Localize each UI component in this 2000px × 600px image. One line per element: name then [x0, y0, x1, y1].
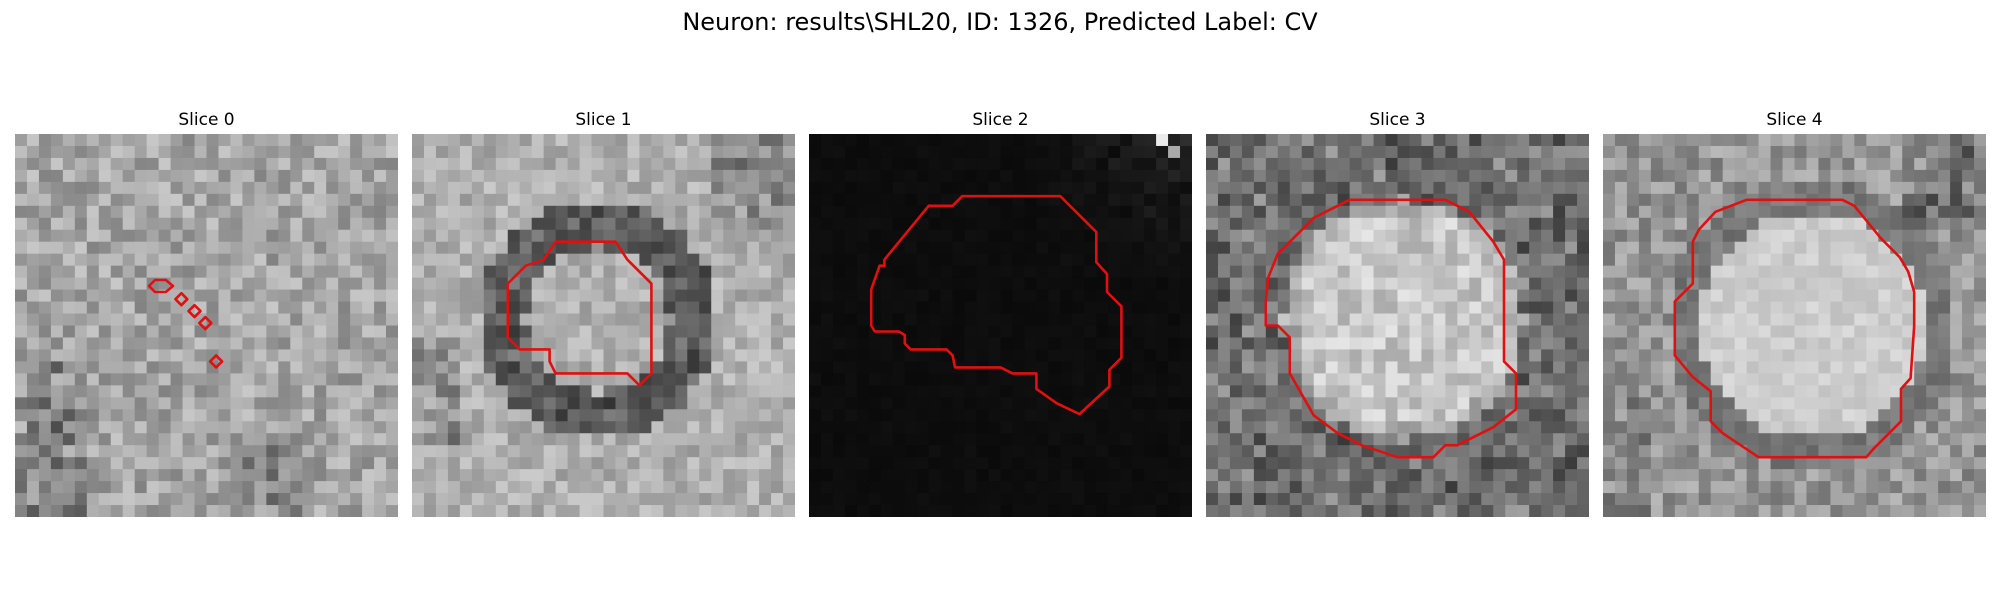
segmentation-contour: [1673, 198, 1916, 459]
slice-panel-4: Slice 4: [1603, 110, 1986, 517]
slice-title: Slice 1: [575, 110, 632, 130]
slice-image: [412, 134, 795, 517]
slice-2-image: [809, 134, 1192, 517]
slice-image: [15, 134, 398, 517]
slice-title: Slice 0: [178, 110, 235, 130]
segmentation-contour: [198, 315, 213, 331]
slice-image: [809, 134, 1192, 517]
slice-title: Slice 3: [1369, 110, 1426, 130]
slice-title: Slice 4: [1766, 110, 1823, 130]
slice-image: [1603, 134, 1986, 517]
figure-title: Neuron: results\SHL20, ID: 1326, Predict…: [682, 8, 1318, 36]
slice-panel-0: Slice 0: [15, 110, 398, 517]
slice-panel-3: Slice 3: [1206, 110, 1589, 517]
slice-image: [1206, 134, 1589, 517]
segmentation-contour: [187, 303, 202, 319]
segmentation-contour: [869, 194, 1123, 416]
slice-4-image: [1603, 134, 1986, 517]
slice-title: Slice 2: [972, 110, 1029, 130]
slice-1-image: [412, 134, 795, 517]
segmentation-contour: [174, 291, 189, 307]
segmentation-contour: [208, 354, 224, 369]
segmentation-contour: [1264, 198, 1518, 459]
slice-panel-1: Slice 1: [412, 110, 795, 517]
segmentation-contour: [506, 240, 653, 387]
slice-3-image: [1206, 134, 1589, 517]
slice-0-image: [15, 134, 398, 517]
segmentation-contour: [147, 278, 175, 294]
slice-panel-2: Slice 2: [809, 110, 1192, 517]
